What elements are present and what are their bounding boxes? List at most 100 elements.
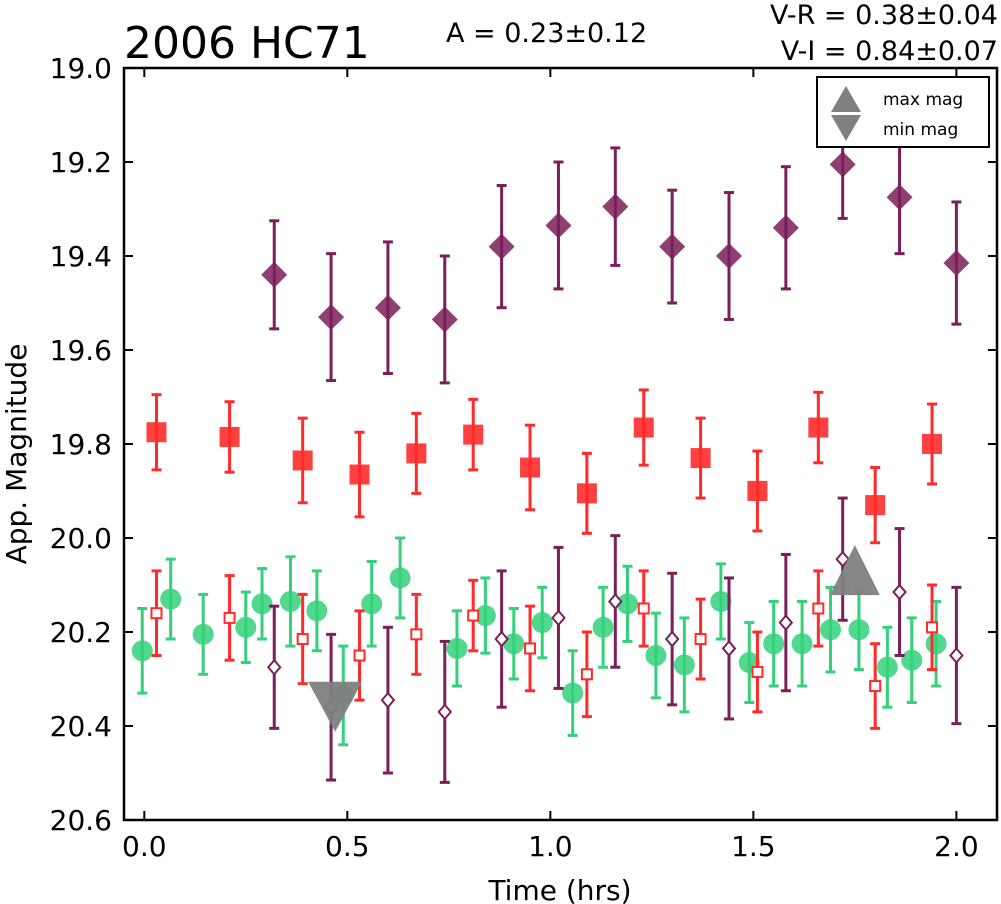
filled-circle-point [531,612,553,634]
open-square-point [751,665,764,678]
y-tick-label: 20.6 [50,804,112,837]
filled-diamond-point [716,243,743,269]
x-tick-label: 1.5 [731,830,776,863]
filled-square-point [520,457,541,478]
open-square-point [869,680,882,693]
open-diamond-point [607,592,623,610]
open-diamond-point [551,609,566,627]
filled-square-point [576,483,597,504]
y-tick-label: 19.6 [50,334,112,367]
y-tick-label: 20.2 [50,616,112,649]
filled-circle-point [616,593,638,615]
filled-diamond-point [431,306,458,333]
v-i-annotation: V-I = 0.84±0.07 [781,36,998,67]
v-r-annotation: V-R = 0.38±0.04 [770,0,998,31]
filled-circle-point [474,605,496,627]
y-axis-label: App. Magnitude [0,344,33,565]
filled-diamond-point [374,294,401,321]
x-axis: 0.0 0.5 1.0 1.5 2.0 [122,68,979,863]
open-diamond-point [949,646,964,665]
filled-circle-point [710,590,732,612]
filled-circle-point [645,645,667,666]
filled-circle-point [848,619,870,641]
x-tick-label: 1.0 [528,830,573,863]
filled-circle-point [592,616,614,638]
filled-diamond-point [943,250,970,277]
filled-square-point [690,448,711,469]
y-tick-label: 19.0 [50,52,112,85]
x-tick-label: 0.5 [325,830,370,863]
filled-circle-point [279,590,301,612]
y-tick-label: 20.4 [50,710,112,743]
open-diamond-point [494,630,509,648]
filled-square-point [292,450,313,471]
filled-square-point [747,481,768,501]
filled-square-point [219,426,240,447]
y-tick-label: 19.4 [50,240,112,273]
filled-circle-point [763,633,785,655]
filled-circle-point [820,619,842,641]
legend-max-mag-label: max mag [883,90,963,110]
open-square-point [467,609,480,622]
open-square-point [296,633,309,646]
open-diamond-point [778,614,794,632]
filled-circle-point [503,633,525,655]
open-square-point [926,621,939,634]
filled-square-point [922,434,943,454]
filled-circle-point [876,656,898,678]
filled-circle-point [361,593,383,615]
filled-circle-point [306,600,328,622]
filled-square-point [406,443,427,464]
filled-circle-point [192,623,214,645]
legend-max-mag-icon [831,86,861,112]
filled-diamond-point [659,233,686,260]
filled-diamond-point [602,193,629,220]
filled-circle-point [562,682,584,704]
legend: max mag min mag [816,76,990,148]
filled-diamond-point [772,214,799,241]
open-square-point [410,628,423,641]
open-diamond-point [437,703,453,721]
open-square-point [812,602,825,615]
filled-square-point [865,495,886,516]
filled-circle-point [673,654,695,676]
open-diamond-point [380,691,396,709]
open-square-point [524,642,537,655]
max-mag-triangle-marker [829,545,880,596]
amplitude-annotation: A = 0.23±0.12 [446,18,647,49]
open-diamond-point [721,639,737,657]
filled-diamond-point [488,233,515,260]
open-square-point [580,668,593,681]
open-square-point [353,649,366,662]
filled-circle-point [160,588,182,610]
filled-circle-point [235,616,257,638]
chart-title: 2006 HC71 [124,18,370,69]
x-tick-label: 2.0 [934,830,979,863]
filled-circle-point [925,633,947,655]
open-square-point [694,633,707,646]
x-tick-label: 0.0 [122,830,167,863]
filled-circle-point [791,633,813,655]
filled-diamond-point [545,212,572,239]
filled-diamond-point [261,261,288,288]
filled-circle-point [446,637,468,659]
legend-min-mag-icon [831,115,861,141]
filled-circle-point [251,593,273,615]
open-diamond-point [892,583,907,601]
y-axis: 19.0 19.2 19.4 19.6 19.8 20.0 20.2 20.4 20.6 [50,52,997,837]
filled-square-point [463,424,484,445]
legend-min-mag-label: min mag [883,120,958,140]
open-square-point [637,602,650,615]
filled-circle-point [389,567,411,589]
data-marks [131,108,970,784]
filled-circle-point [901,649,923,671]
open-diamond-point [664,630,680,648]
filled-diamond-point [318,304,345,331]
filled-square-point [349,464,370,485]
y-tick-label: 19.2 [50,146,112,179]
open-diamond-point [835,550,851,568]
filled-circle-point [131,640,153,662]
filled-square-point [808,417,829,438]
min-mag-triangle-marker [308,681,363,732]
